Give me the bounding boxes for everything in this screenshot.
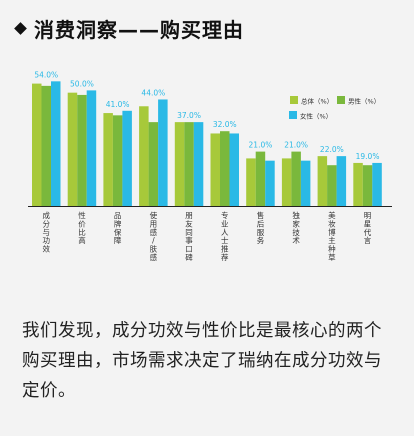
bar (32, 83, 42, 206)
bar (327, 165, 337, 206)
bar (362, 165, 373, 206)
bar (148, 122, 159, 206)
bar-chart: 总体（%） 男性（%） 女性（%） 54.0% 成分与功效 50.0% 性价比高 41.0% 品… (28, 70, 392, 262)
bar (229, 133, 239, 206)
bar (210, 133, 220, 206)
data-label: 22.0% (320, 145, 344, 154)
data-label: 21.0% (249, 141, 273, 150)
legend-label: 女性（%） (300, 112, 332, 121)
bar (139, 106, 149, 206)
legend-label: 男性（%） (348, 97, 380, 106)
category-label: 朋友同事口碑 (185, 211, 193, 262)
bar (255, 151, 266, 206)
legend-label: 总体（%） (301, 97, 333, 106)
page-title: 消费洞察——购买理由 (34, 17, 244, 42)
bar (103, 113, 113, 206)
category-label: 独家技术 (292, 210, 300, 245)
bar (41, 85, 51, 206)
bar (246, 158, 256, 206)
bar (353, 162, 363, 206)
legend-swatch (290, 96, 298, 104)
bar (174, 122, 185, 206)
bar (336, 156, 347, 206)
bar (51, 81, 61, 206)
category-label: 明星代言 (364, 211, 372, 245)
bar (77, 94, 87, 206)
data-label: 54.0% (34, 70, 58, 79)
category-label: 售后服务 (257, 210, 265, 245)
data-label: 21.0% (284, 141, 308, 150)
data-label: 44.0% (141, 88, 165, 97)
category-label: 专业人士推荐 (221, 210, 229, 262)
bar (317, 156, 328, 206)
data-label: 50.0% (70, 79, 94, 88)
legend-swatch (337, 96, 345, 104)
legend-swatch (289, 111, 297, 119)
title-row: 消费洞察——购买理由 (14, 16, 244, 42)
bar (184, 122, 194, 206)
bar (158, 99, 168, 206)
bar (112, 115, 123, 206)
data-label: 32.0% (213, 120, 237, 129)
bar (86, 90, 97, 206)
category-label: 品牌保障 (114, 211, 122, 245)
bar (67, 92, 78, 206)
body-paragraph: 我们发现，成分功效与性价比是最核心的两个购买理由，市场需求决定了瑞纳在成分功效与… (22, 321, 382, 401)
data-label: 37.0% (177, 111, 201, 120)
bar (372, 162, 382, 206)
bar (122, 110, 132, 206)
category-label: 使用感/肤感 (150, 210, 158, 262)
bar (220, 131, 230, 206)
data-label: 41.0% (106, 100, 130, 109)
bar (300, 160, 311, 206)
bar (265, 160, 275, 206)
category-label: 性价比高 (78, 210, 86, 245)
bar (291, 151, 301, 206)
bar (193, 122, 204, 206)
category-label: 成分与功效 (43, 210, 51, 254)
data-label: 19.0% (356, 152, 380, 161)
bar (281, 158, 292, 206)
category-label: 美妆博主种草 (328, 210, 336, 262)
